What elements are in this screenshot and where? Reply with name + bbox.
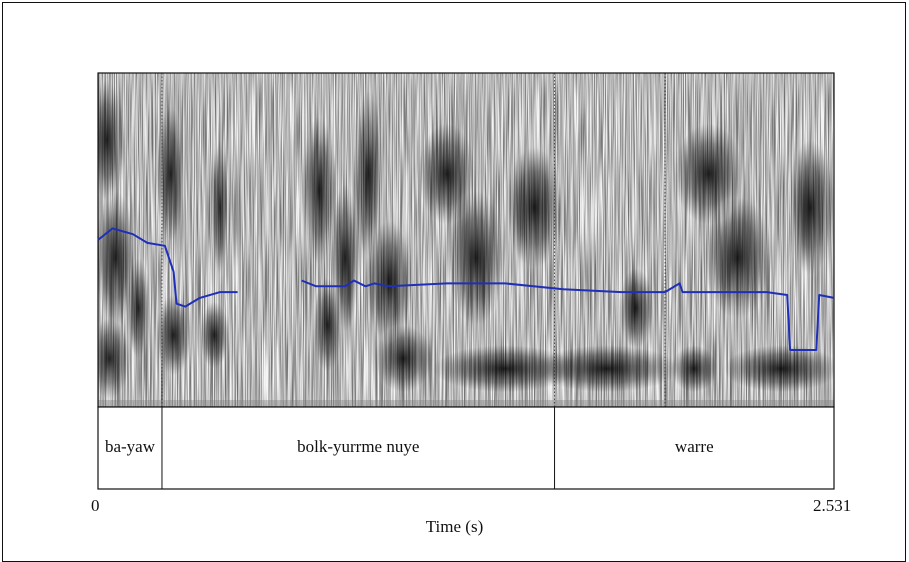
pitch-track — [97, 227, 835, 351]
textgrid-tier — [97, 406, 835, 490]
spectrogram-image — [98, 73, 834, 409]
interval-boundaries — [161, 407, 556, 489]
interval-label: ba-yaw — [105, 437, 156, 456]
spectrogram-floor — [98, 400, 834, 409]
x-tick-min: 0 — [91, 496, 100, 515]
x-tick-max: 2.531 — [813, 496, 852, 515]
pitch-segment — [301, 279, 835, 351]
interval-label: bolk-yurrme nuye — [297, 437, 419, 456]
x-axis-label: Time (s) — [425, 517, 484, 536]
pitch-segment — [97, 227, 238, 308]
interval-labels: ba-yaw bolk-yurrme nuye warre — [105, 437, 714, 456]
spectrogram-chart: ba-yaw bolk-yurrme nuye warre — [97, 72, 835, 490]
interval-label: warre — [675, 437, 714, 456]
spectrogram-texture — [98, 73, 834, 409]
